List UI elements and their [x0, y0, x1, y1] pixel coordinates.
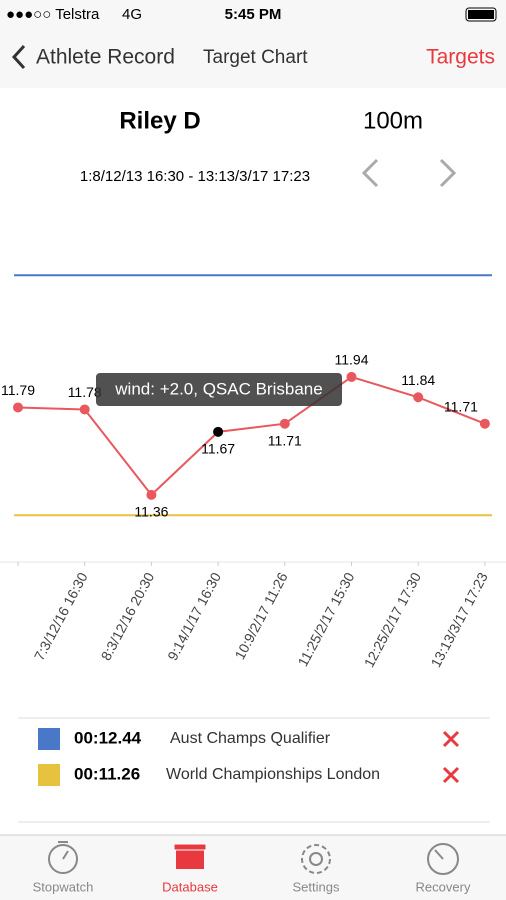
targets-button[interactable]: Targets	[426, 46, 495, 69]
carrier: ●●●○○ Telstra	[6, 6, 100, 23]
tooltip-text: wind: +2.0, QSAC Brisbane	[114, 379, 322, 398]
event: 100m	[363, 107, 423, 134]
data-label: 11.71	[268, 432, 302, 448]
target-name: World Championships London	[166, 766, 380, 783]
network: 4G	[122, 6, 142, 23]
delete-target[interactable]	[442, 730, 460, 748]
x-tick-label: 7:3/12/16 16:30	[31, 569, 91, 663]
clock: 5:45 PM	[225, 6, 282, 23]
x-tick-label: 8:3/12/16 20:30	[98, 569, 158, 663]
x-tick-label: 12:25/2/17 17:30	[361, 569, 425, 669]
tab-label[interactable]: Settings	[293, 879, 340, 894]
data-label: 11.71	[444, 398, 478, 414]
data-label: 11.36	[134, 504, 168, 520]
x-tick-label: 9:14/1/17 16:30	[164, 569, 224, 663]
settings-icon-center	[309, 852, 323, 866]
x-tick-label: 13:13/3/17 17:23	[427, 569, 491, 669]
database-icon-lid	[173, 843, 207, 851]
nav-title: Target Chart	[203, 47, 308, 68]
data-point	[279, 418, 290, 429]
tab-bar	[0, 835, 506, 900]
data-label: 11.84	[401, 372, 435, 388]
back-chevron[interactable]	[11, 44, 26, 70]
battery-level	[468, 10, 494, 19]
delete-target[interactable]	[442, 766, 460, 784]
battery	[465, 7, 497, 22]
date-range: 1:8/12/13 16:30 - 13:13/3/17 17:23	[80, 168, 310, 185]
back-button[interactable]: Athlete Record	[36, 46, 175, 69]
legend-swatch	[38, 728, 60, 750]
tab-label[interactable]: Database	[162, 879, 218, 894]
athlete-name: Riley D	[119, 107, 200, 134]
tab-label[interactable]: Recovery	[416, 879, 471, 894]
target-time: 00:11.26	[74, 764, 140, 783]
data-point	[79, 404, 90, 415]
series-line	[17, 375, 486, 497]
stopwatch-icon[interactable]	[48, 844, 78, 874]
data-point	[146, 489, 157, 500]
data-point	[346, 371, 357, 382]
data-label: 11.79	[1, 382, 35, 398]
data-label: 11.94	[335, 352, 369, 368]
data-point	[479, 418, 490, 429]
tab-label[interactable]: Stopwatch	[33, 879, 94, 894]
recovery-icon-hand	[434, 849, 444, 860]
data-label: 11.78	[68, 384, 102, 400]
database-icon[interactable]	[176, 847, 204, 869]
prev-button[interactable]	[361, 158, 379, 188]
x-tick-label: 11:25/2/17 15:30	[294, 569, 357, 669]
data-point	[413, 392, 424, 403]
data-point	[13, 402, 23, 413]
top-bar	[0, 0, 506, 88]
x-tick-label: 10:9/2/17 11:26	[231, 569, 290, 662]
target-time: 00:12.44	[74, 728, 142, 747]
data-point	[213, 426, 224, 437]
legend-swatch	[38, 764, 60, 786]
next-button[interactable]	[439, 158, 457, 188]
data-label: 11.67	[201, 441, 235, 457]
tooltip	[96, 373, 342, 406]
stopwatch-icon-hand	[58, 841, 69, 860]
target-name: Aust Champs Qualifier	[170, 730, 331, 747]
settings-icon[interactable]	[301, 844, 331, 874]
recovery-icon[interactable]	[427, 843, 459, 875]
